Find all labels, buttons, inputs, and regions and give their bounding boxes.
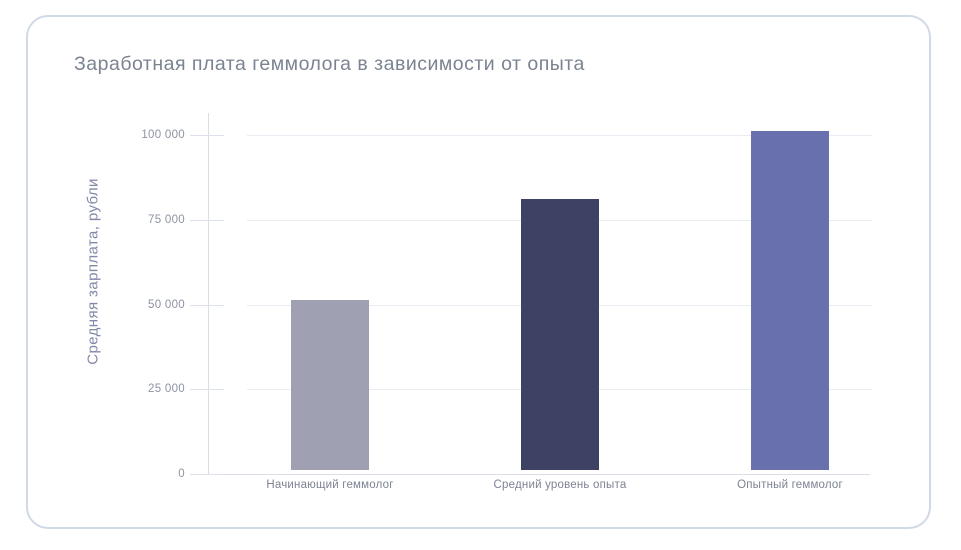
- y-axis-line: [208, 113, 209, 474]
- y-tick-mark: [190, 474, 224, 475]
- x-axis-line: [208, 474, 870, 475]
- bar-1[interactable]: [291, 300, 369, 470]
- gridline-100000: [247, 135, 872, 136]
- x-tick-label-1: Начинающий геммолог: [266, 479, 394, 491]
- chart-title: Заработная плата геммолога в зависимости…: [74, 53, 585, 75]
- y-tick-mark: [190, 220, 224, 221]
- chart-card: Заработная плата геммолога в зависимости…: [26, 15, 931, 529]
- bar-2[interactable]: [521, 199, 599, 470]
- y-tick-label: 100 000: [141, 129, 185, 141]
- y-tick-label: 50 000: [148, 299, 185, 311]
- x-tick-label-2: Средний уровень опыта: [493, 479, 627, 491]
- x-tick-label-3: Опытный геммолог: [737, 479, 843, 491]
- y-tick-label: 25 000: [148, 383, 185, 395]
- y-tick-label: 75 000: [148, 214, 185, 226]
- plot-area: 0 25 000 50 000 75 000 100 000 Начинающий гем…: [28, 17, 929, 527]
- y-tick-mark: [190, 389, 224, 390]
- y-tick-mark: [190, 305, 224, 306]
- y-tick-mark: [190, 135, 224, 136]
- bar-3[interactable]: [751, 131, 829, 470]
- y-tick-label: 0: [178, 468, 185, 480]
